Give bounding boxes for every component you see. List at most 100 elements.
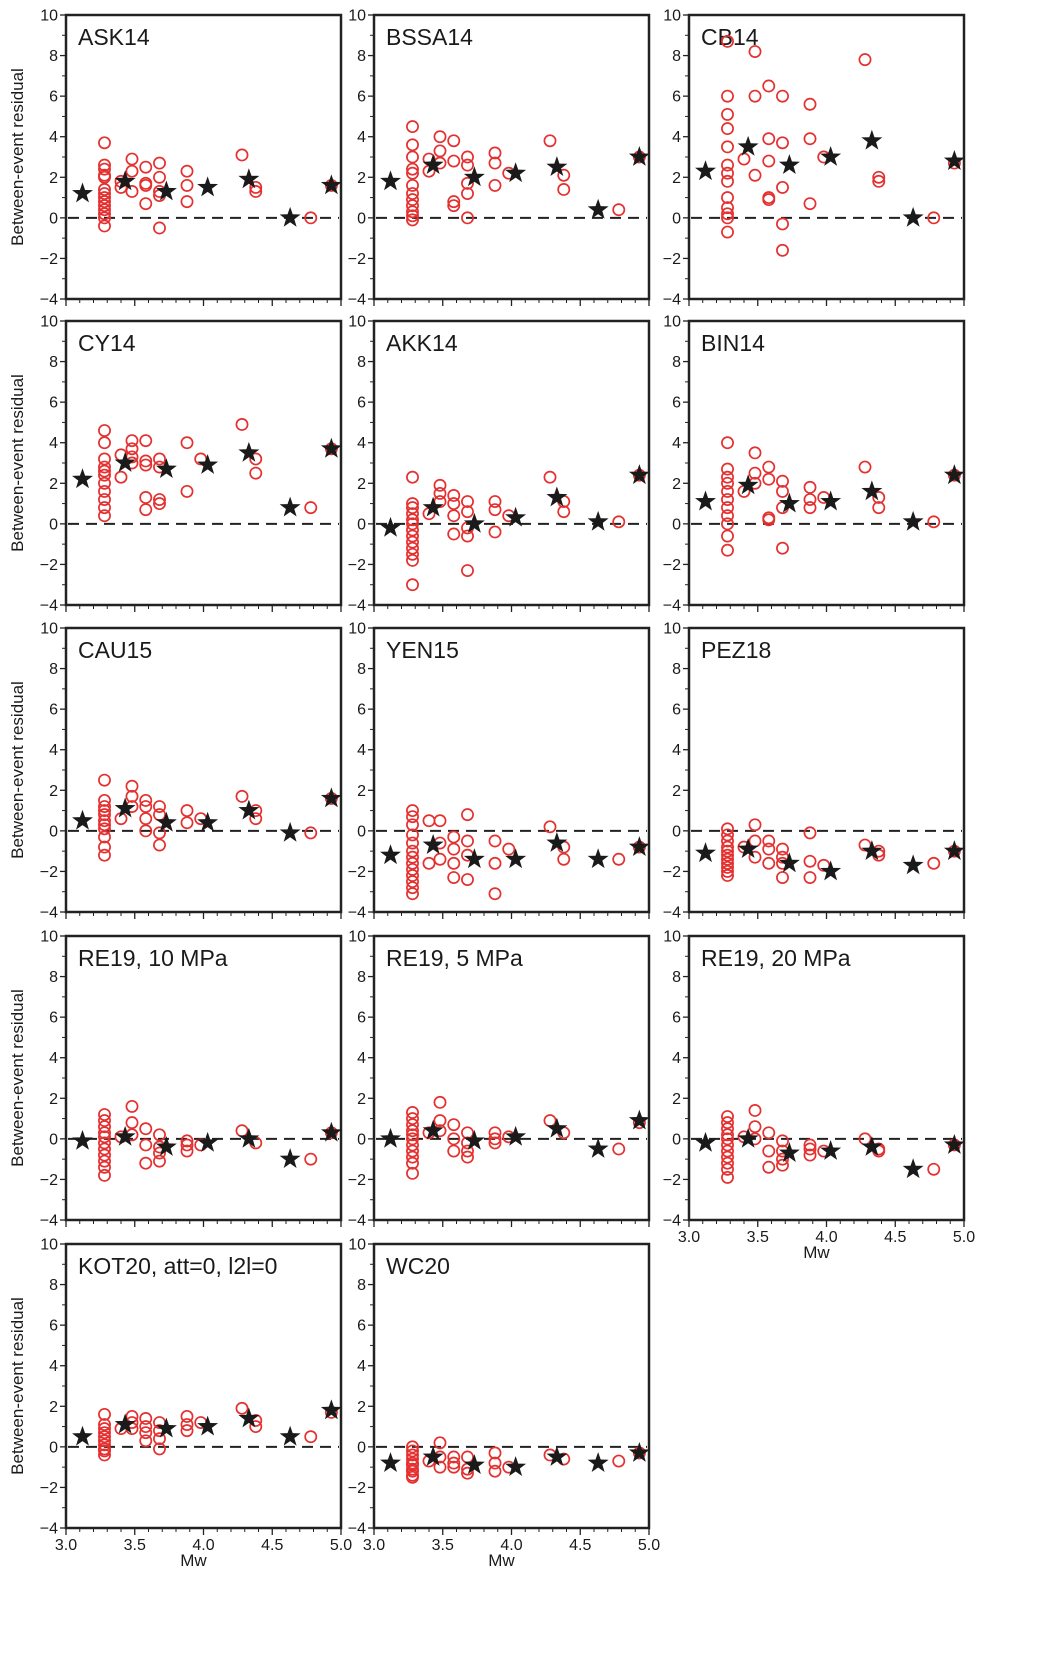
y-tick-label: −4 [348, 1213, 366, 1230]
y-tick-label: 8 [49, 48, 58, 65]
residual-circle [803, 871, 817, 884]
residual-circle [422, 856, 436, 870]
residual-circle [406, 844, 419, 858]
x-tick-label: 3.5 [124, 1537, 146, 1554]
residual-circle [406, 875, 419, 889]
residual-circle [153, 156, 166, 170]
panel-title: BIN14 [701, 330, 765, 356]
y-axis-label: Between-event residual [8, 1297, 27, 1475]
y-tick-label: 6 [49, 702, 58, 719]
mean-star [279, 206, 301, 227]
x-axis-label: Mw [803, 1243, 830, 1262]
residual-circle [748, 89, 762, 103]
residual-circle [721, 493, 734, 506]
mean-star [422, 1119, 444, 1140]
residual-circle [406, 1156, 419, 1170]
y-tick-label: 2 [672, 783, 681, 800]
residual-circle [447, 527, 461, 541]
residual-circle [406, 1128, 419, 1142]
residual-circle [433, 1095, 447, 1109]
residual-circle [406, 213, 419, 227]
mean-star [197, 1131, 219, 1152]
residual-circle [433, 1460, 447, 1474]
residual-circle [153, 1128, 166, 1142]
residual-circle [98, 460, 111, 474]
residual-circle [98, 808, 111, 822]
residual-circle [406, 138, 419, 152]
residual-circle [488, 525, 502, 539]
y-tick-label: 6 [49, 89, 58, 106]
residual-circle [872, 501, 886, 515]
mean-star [279, 1425, 301, 1446]
residual-circle [447, 830, 461, 844]
y-tick-label: −2 [348, 864, 366, 881]
y-tick-label: −2 [663, 557, 681, 574]
panel-frame [687, 934, 966, 1222]
residual-circle [721, 529, 734, 543]
y-tick-label: 4 [357, 1358, 366, 1375]
y-tick-label: 0 [49, 1439, 58, 1456]
residual-circle [235, 1401, 249, 1415]
residual-circle [406, 836, 419, 850]
x-tick-label: 3.5 [747, 1229, 769, 1246]
residual-circle [98, 183, 111, 196]
panel-frame [64, 934, 343, 1222]
residual-circle [748, 1104, 762, 1117]
y-tick-label: 4 [357, 1050, 366, 1067]
residual-circle [139, 824, 153, 838]
mean-star [628, 1441, 650, 1462]
mean-star [380, 1452, 401, 1472]
residual-circle [406, 1124, 419, 1138]
y-tick-label: 4 [672, 742, 681, 759]
panel-bin14: 10 8 6 4 2 0 −2 −4 BIN14 [663, 314, 966, 615]
residual-circle [406, 1458, 419, 1472]
residual-circle [557, 183, 571, 196]
residual-circle [180, 436, 194, 450]
mean-star [778, 852, 800, 873]
y-tick-label: 6 [357, 702, 366, 719]
panel-title: WC20 [386, 1253, 450, 1279]
residual-circle [153, 221, 166, 235]
residual-circle [447, 842, 461, 856]
residual-circle [447, 489, 461, 502]
residual-circle [139, 160, 153, 174]
residual-circle [776, 217, 789, 231]
y-tick-label: 4 [49, 742, 58, 759]
residual-circle [139, 454, 153, 468]
panel-title: YEN15 [386, 637, 459, 663]
residual-circle [249, 1420, 263, 1434]
mean-star [463, 1454, 485, 1475]
y-tick-label: −4 [40, 905, 58, 922]
residual-circle [447, 1144, 461, 1158]
residual-circle [235, 148, 249, 162]
residual-circle [125, 1116, 139, 1130]
y-tick-label: −2 [40, 251, 58, 268]
residual-circle [803, 1148, 817, 1162]
panel-re19-5-mpa: 10 8 6 4 2 0 −2 −4 RE19, 5 MPa [348, 929, 651, 1230]
residual-circle [488, 495, 502, 508]
y-tick-label: 2 [672, 1091, 681, 1108]
residual-circle [748, 466, 762, 480]
mean-star [279, 1148, 301, 1169]
residual-circle [447, 195, 461, 209]
residual-circle [180, 1418, 194, 1431]
residual-circle [406, 187, 419, 200]
mean-star [155, 458, 177, 478]
residual-circle [461, 1150, 474, 1164]
residual-circle [762, 154, 776, 168]
residual-circle [721, 860, 734, 874]
residual-circle [304, 1152, 318, 1166]
residual-circle [461, 150, 474, 164]
mean-star [778, 1142, 800, 1162]
residual-circle [721, 191, 734, 205]
mean-star [587, 1452, 609, 1472]
mean-star [320, 1399, 342, 1420]
mean-star [505, 506, 527, 527]
residual-circle [406, 199, 419, 213]
panel-yen15: 10 8 6 4 2 0 −2 −4 YEN15 [348, 621, 651, 922]
mean-star [587, 1138, 609, 1158]
residual-circle [125, 779, 139, 793]
residual-circle [447, 871, 461, 884]
y-tick-label: 2 [357, 783, 366, 800]
residual-circle [461, 187, 474, 200]
